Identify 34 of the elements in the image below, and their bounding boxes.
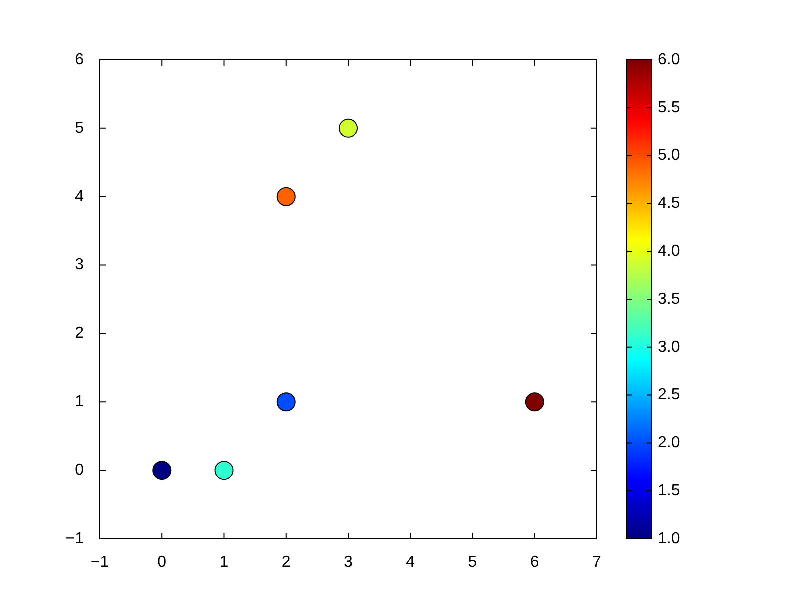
color-bar-label: 6.0 <box>658 51 680 68</box>
y-tick-label: 3 <box>75 256 84 274</box>
x-tick-label: 5 <box>468 554 478 572</box>
point <box>525 392 544 412</box>
y-tick-label: 2 <box>75 325 84 342</box>
color-bar-label: 3.0 <box>658 338 680 356</box>
x-tick-label: 1 <box>220 554 229 572</box>
x-tick-label: 7 <box>592 554 602 572</box>
y-tick-label: 5 <box>75 120 84 137</box>
color-bar-label: 1.0 <box>658 530 680 548</box>
y-tick-label: 6 <box>75 51 84 68</box>
point <box>276 187 296 206</box>
color-bar-label: 4.0 <box>658 243 680 260</box>
y-tick-label: 1 <box>75 394 84 411</box>
x-tick-label: −1 <box>90 554 110 572</box>
point <box>339 118 358 138</box>
color-bar-label: 3.5 <box>658 290 680 308</box>
x-tick-label: 6 <box>530 554 540 572</box>
color-bar-label: 2.5 <box>658 386 680 404</box>
color-bar-label: 1.5 <box>658 482 680 500</box>
color-bar-label: 4.5 <box>658 195 680 212</box>
y-tick-label: 0 <box>75 462 84 479</box>
point <box>152 461 172 480</box>
x-tick-label: 0 <box>158 554 167 572</box>
point <box>214 461 234 480</box>
x-tick-label: 2 <box>282 554 291 572</box>
x-tick-label: 4 <box>406 554 416 572</box>
color-bar-label: 2.0 <box>658 434 680 452</box>
y-tick-label: −1 <box>66 530 84 548</box>
y-tick-label: 4 <box>75 188 84 206</box>
point <box>276 392 296 412</box>
color-bar-label: 5.0 <box>658 147 680 164</box>
x-tick-label: 3 <box>344 554 354 572</box>
color-bar-label: 5.5 <box>658 99 680 116</box>
